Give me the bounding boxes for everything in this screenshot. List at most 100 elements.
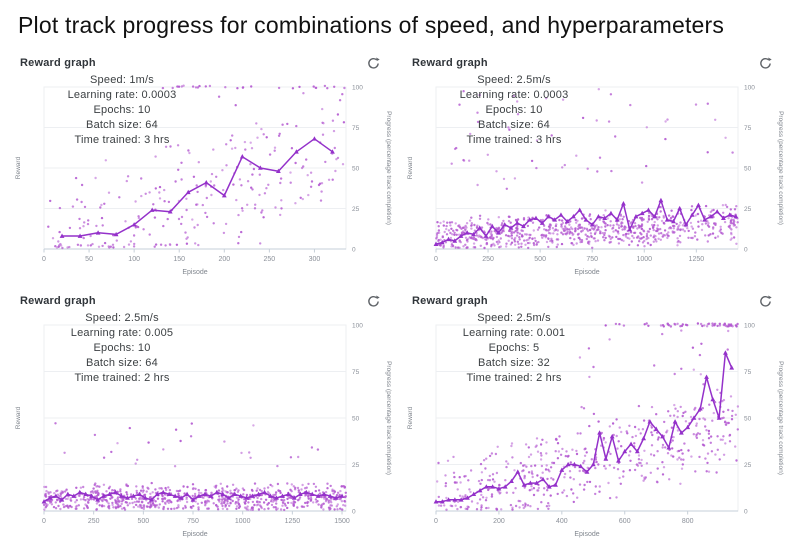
svg-text:250: 250	[264, 256, 276, 263]
svg-text:400: 400	[556, 518, 568, 525]
svg-text:Batch size: 64: Batch size: 64	[86, 357, 158, 369]
svg-text:1250: 1250	[689, 256, 705, 263]
svg-text:Batch size: 64: Batch size: 64	[86, 119, 158, 131]
reward-progress-chart: 0 50 100 150 200 250 300 0 25 50 75 100 Reward Progre…	[10, 73, 392, 279]
reward-graph-panel-top-left: Reward graph 0 50 100 150 200 250 300 0 25 50 75 10…	[10, 49, 392, 279]
svg-text:800: 800	[682, 518, 694, 525]
svg-text:25: 25	[352, 206, 360, 213]
panel-title: Reward graph	[20, 57, 96, 69]
svg-text:0: 0	[434, 256, 438, 263]
svg-text:Progress (percentage track com: Progress (percentage track completion)	[777, 361, 784, 475]
reward-graph-panel-bottom-left: Reward graph 0 250 500 750 1000 1250 1500 0 25 50…	[10, 287, 392, 541]
svg-text:Batch size: 64: Batch size: 64	[478, 119, 550, 131]
svg-text:50: 50	[744, 166, 752, 173]
panel-header: Reward graph	[402, 287, 784, 311]
panel-header: Reward graph	[402, 49, 784, 73]
svg-text:75: 75	[744, 125, 752, 132]
refresh-icon	[760, 295, 772, 307]
svg-text:1000: 1000	[235, 518, 251, 525]
svg-text:1000: 1000	[636, 256, 652, 263]
svg-text:100: 100	[744, 85, 755, 92]
svg-text:0: 0	[352, 247, 356, 254]
svg-text:Reward: Reward	[407, 156, 414, 179]
panel-header: Reward graph	[10, 287, 392, 311]
svg-text:0: 0	[42, 256, 46, 263]
svg-text:Learning rate: 0.001: Learning rate: 0.001	[463, 327, 565, 339]
page-title: Plot track progress for combinations of …	[18, 12, 725, 38]
svg-text:1500: 1500	[334, 518, 350, 525]
svg-text:50: 50	[85, 256, 93, 263]
reward-progress-chart: 0 250 500 750 1000 1250 0 25 50 75 100 Reward Progre…	[402, 73, 784, 279]
svg-text:75: 75	[744, 369, 752, 376]
svg-text:0: 0	[42, 518, 46, 525]
svg-text:50: 50	[352, 416, 360, 423]
svg-text:150: 150	[173, 256, 185, 263]
svg-text:300: 300	[309, 256, 321, 263]
svg-text:500: 500	[137, 518, 149, 525]
svg-text:0: 0	[434, 518, 438, 525]
svg-text:Epochs: 10: Epochs: 10	[485, 104, 542, 116]
svg-text:Learning rate: 0.005: Learning rate: 0.005	[71, 327, 173, 339]
panel-title: Reward graph	[412, 295, 488, 307]
svg-text:75: 75	[352, 125, 360, 132]
svg-text:Learning rate: 0.0003: Learning rate: 0.0003	[68, 89, 177, 101]
svg-text:500: 500	[534, 256, 546, 263]
svg-text:25: 25	[744, 462, 752, 469]
panel-title: Reward graph	[20, 295, 96, 307]
svg-text:100: 100	[744, 323, 755, 330]
svg-text:Episode: Episode	[182, 269, 207, 276]
svg-text:Reward: Reward	[15, 406, 22, 429]
svg-text:100: 100	[352, 323, 363, 330]
svg-text:250: 250	[482, 256, 494, 263]
refresh-button[interactable]	[757, 294, 774, 309]
svg-text:Batch size: 32: Batch size: 32	[478, 357, 550, 369]
svg-text:Time trained: 2 hrs: Time trained: 2 hrs	[466, 372, 561, 384]
svg-text:Progress (percentage track com: Progress (percentage track completion)	[385, 111, 392, 225]
svg-text:Progress (percentage track com: Progress (percentage track completion)	[777, 111, 784, 225]
svg-text:0: 0	[744, 509, 748, 516]
svg-text:50: 50	[352, 166, 360, 173]
refresh-icon	[368, 57, 380, 69]
svg-text:200: 200	[218, 256, 230, 263]
svg-text:0: 0	[352, 509, 356, 516]
refresh-button[interactable]	[365, 294, 382, 309]
svg-text:50: 50	[744, 416, 752, 423]
reward-progress-chart: 0 200 400 600 800 0 25 50 75 100 Reward Progress (p…	[402, 311, 784, 541]
panel-header: Reward graph	[10, 49, 392, 73]
svg-text:Learning rate: 0.0003: Learning rate: 0.0003	[460, 89, 569, 101]
svg-text:100: 100	[352, 85, 363, 92]
refresh-button[interactable]	[365, 56, 382, 71]
svg-text:Speed: 2.5m/s: Speed: 2.5m/s	[477, 74, 551, 86]
svg-text:Reward: Reward	[407, 406, 414, 429]
svg-text:Time trained: 2 hrs: Time trained: 2 hrs	[74, 372, 169, 384]
svg-text:250: 250	[88, 518, 100, 525]
refresh-icon	[760, 57, 772, 69]
svg-text:Epochs: 10: Epochs: 10	[93, 104, 150, 116]
svg-text:Speed: 2.5m/s: Speed: 2.5m/s	[85, 312, 159, 324]
svg-text:Reward: Reward	[15, 156, 22, 179]
charts-grid: Reward graph 0 50 100 150 200 250 300 0 25 50 75 10…	[0, 49, 794, 541]
svg-text:Episode: Episode	[182, 531, 207, 538]
svg-text:Epochs: 5: Epochs: 5	[489, 342, 540, 354]
svg-text:Time trained: 3 hrs: Time trained: 3 hrs	[466, 134, 561, 146]
reward-graph-panel-top-right: Reward graph 0 250 500 750 1000 1250 0 25 50 75 10…	[402, 49, 784, 279]
svg-text:Episode: Episode	[574, 269, 599, 276]
svg-text:Episode: Episode	[574, 531, 599, 538]
svg-text:Time trained: 3 hrs: Time trained: 3 hrs	[74, 134, 169, 146]
svg-text:25: 25	[352, 462, 360, 469]
reward-graph-panel-bottom-right: Reward graph 0 200 400 600 800 0 25 50 75 100 Rewa…	[402, 287, 784, 541]
refresh-icon	[368, 295, 380, 307]
svg-text:200: 200	[493, 518, 505, 525]
svg-text:Speed: 2.5m/s: Speed: 2.5m/s	[477, 312, 551, 324]
svg-text:600: 600	[619, 518, 631, 525]
panel-title: Reward graph	[412, 57, 488, 69]
refresh-button[interactable]	[757, 56, 774, 71]
svg-text:Speed: 1m/s: Speed: 1m/s	[90, 74, 154, 86]
svg-text:Progress (percentage track com: Progress (percentage track completion)	[385, 361, 392, 475]
svg-text:25: 25	[744, 206, 752, 213]
svg-text:1250: 1250	[285, 518, 301, 525]
svg-text:100: 100	[128, 256, 140, 263]
svg-text:0: 0	[744, 247, 748, 254]
svg-text:750: 750	[586, 256, 598, 263]
